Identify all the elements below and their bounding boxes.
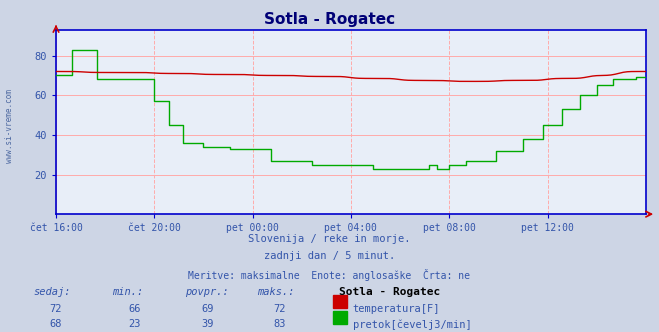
Text: zadnji dan / 5 minut.: zadnji dan / 5 minut. [264,251,395,261]
Text: pretok[čevelj3/min]: pretok[čevelj3/min] [353,319,471,330]
Text: 39: 39 [201,319,214,329]
Text: 68: 68 [49,319,62,329]
Text: Sotla - Rogatec: Sotla - Rogatec [339,287,441,297]
Text: Slovenija / reke in morje.: Slovenija / reke in morje. [248,234,411,244]
Text: Sotla - Rogatec: Sotla - Rogatec [264,12,395,27]
Text: sedaj:: sedaj: [33,287,71,297]
Text: maks.:: maks.: [257,287,295,297]
Text: povpr.:: povpr.: [185,287,228,297]
Text: temperatura[F]: temperatura[F] [353,304,440,314]
Text: 69: 69 [201,304,214,314]
Text: 23: 23 [129,319,141,329]
Text: Meritve: maksimalne  Enote: anglosaške  Črta: ne: Meritve: maksimalne Enote: anglosaške Čr… [188,269,471,281]
Text: 72: 72 [273,304,286,314]
Text: 72: 72 [49,304,62,314]
Text: www.si-vreme.com: www.si-vreme.com [5,89,14,163]
Text: 83: 83 [273,319,286,329]
Text: 66: 66 [129,304,141,314]
Text: min.:: min.: [112,287,143,297]
